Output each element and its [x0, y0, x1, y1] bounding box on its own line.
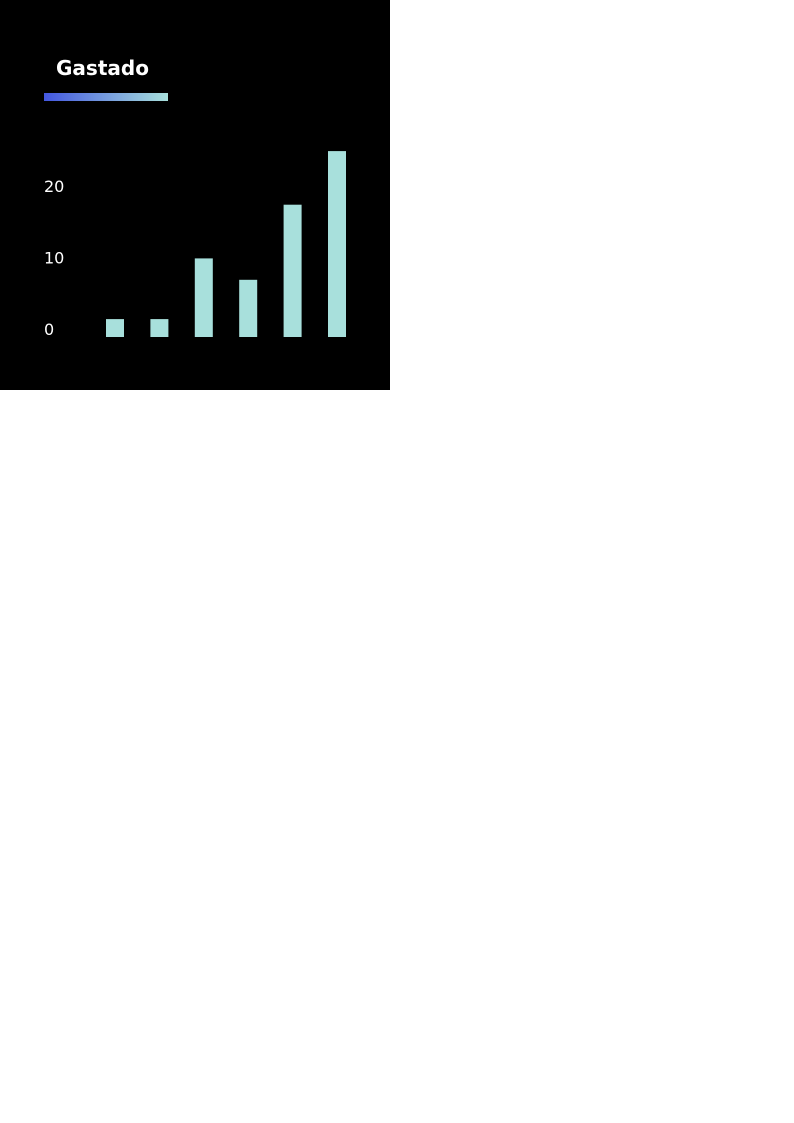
y-axis-ticks: 0 10 20	[44, 177, 64, 339]
bar-chart: 0 10 20	[44, 151, 346, 339]
title-underline-bar	[44, 93, 168, 101]
bar	[194, 258, 213, 337]
y-tick-label: 20	[44, 177, 64, 196]
y-tick-label: 0	[44, 320, 54, 339]
bar	[106, 319, 124, 337]
y-tick-label: 10	[44, 249, 64, 268]
bar	[328, 151, 346, 337]
bars	[106, 151, 346, 337]
bar	[150, 319, 169, 337]
bar	[239, 279, 258, 337]
title-underline	[44, 93, 168, 101]
chart-panel: Gastado 0 10 20	[0, 0, 390, 390]
chart-title: Gastado	[56, 56, 149, 80]
bar	[283, 204, 302, 337]
